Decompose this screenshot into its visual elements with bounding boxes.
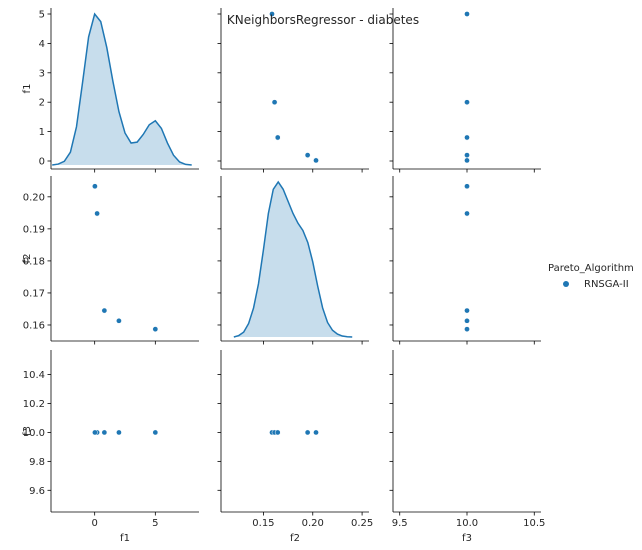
scatter-point — [464, 11, 470, 17]
panel-f2-vs-f1-ytick-label: 0.17 — [23, 288, 45, 299]
scatter-point — [464, 152, 470, 158]
xlabel-f3: f3 — [462, 533, 472, 544]
scatter-point — [464, 307, 470, 314]
panel-f3-vs-f2-xtick-label: 0.25 — [351, 518, 373, 529]
panel-f3-vs-f1-ytick-label: 10.2 — [23, 399, 45, 410]
panel-f3-vs-f1-ytick-label: 9.6 — [29, 486, 45, 497]
panel-f1-vs-f1-ytick-label: 3 — [39, 68, 45, 79]
scatter-point — [92, 183, 98, 190]
scatter-point — [464, 183, 470, 190]
scatter-point — [92, 429, 98, 436]
legend: Pareto_Algorithm RNSGA-II — [548, 263, 634, 290]
scatter-point — [152, 326, 159, 332]
ylabel-f2: f2 — [22, 254, 33, 264]
panel-f2-vs-f2-kde-line — [233, 180, 353, 338]
panel-f1-vs-f1-ytick-label: 1 — [39, 127, 45, 138]
panel-f1-vs-f1-ytick-label: 4 — [39, 39, 45, 50]
panel-f3-vs-f1-xtick-label: 5 — [152, 518, 158, 529]
panel-f1-vs-f1-ytick-label: 0 — [39, 157, 45, 168]
panel-f3-vs-f3-xtick-label: 10.0 — [456, 518, 478, 529]
scatter-point — [274, 429, 281, 436]
panel-f2-vs-f2-kde-fill — [233, 182, 353, 337]
legend-marker — [563, 281, 569, 287]
panel-f1-vs-f1-kde-line — [52, 12, 192, 166]
scatter-point — [464, 99, 470, 106]
scatter-point — [152, 429, 159, 436]
panel-f1-vs-f1-ytick-label: 2 — [39, 98, 45, 109]
legend-label: RNSGA-II — [584, 279, 629, 290]
panel-f3-vs-f3-xtick-label: 9.5 — [392, 518, 408, 529]
panel-f2-vs-f1-ytick-label: 0.18 — [23, 256, 45, 267]
scatter-point — [464, 210, 470, 217]
scatter-point — [101, 429, 108, 436]
scatter-point — [271, 99, 278, 106]
legend-title: Pareto_Algorithm — [548, 263, 634, 274]
scatter-point — [274, 134, 281, 141]
scatter-point — [101, 307, 108, 314]
scatter-point — [116, 429, 122, 436]
scatter-point — [269, 11, 275, 17]
panel-f2-vs-f1-ytick-label: 0.20 — [23, 192, 45, 203]
panel-f3-vs-f2-xtick-label: 0.20 — [302, 518, 324, 529]
panel-f3-vs-f2-xtick-label: 0.15 — [252, 518, 274, 529]
panel-f3-vs-f1-ytick-label: 10.0 — [23, 428, 45, 439]
panel-f3-vs-f1-ytick-label: 10.4 — [23, 370, 45, 381]
xlabel-f2: f2 — [290, 533, 300, 544]
panel-f3-vs-f1-ytick-label: 9.8 — [29, 457, 45, 468]
scatter-point — [304, 152, 311, 158]
panel-f2-vs-f1-ytick-label: 0.16 — [23, 320, 45, 331]
scatter-point — [464, 326, 470, 332]
chart-title: KNeighborsRegressor - diabetes — [227, 13, 419, 27]
panel-f1-vs-f1-ytick-label: 5 — [39, 10, 45, 21]
scatter-point — [116, 317, 122, 324]
ylabel-f3: f3 — [22, 426, 33, 436]
panel-grid: 0 1 2 3 4 5 0.16 0.17 0.18 0.19 0.20 0 5 9.6 9.8 10.0 10… — [22, 8, 545, 544]
scatter-point — [464, 134, 470, 141]
ylabel-f1: f1 — [22, 84, 33, 94]
scatter-point — [94, 210, 100, 217]
xlabel-f1: f1 — [120, 533, 130, 544]
panel-f3-vs-f3-xtick-label: 10.5 — [523, 518, 545, 529]
scatter-point — [313, 157, 319, 164]
scatter-point — [304, 429, 311, 436]
panel-f2-vs-f1-ytick-label: 0.19 — [23, 224, 45, 235]
panel-f3-vs-f1-xtick-label: 0 — [91, 518, 97, 529]
scatter-point — [313, 429, 319, 436]
scatter-point — [464, 317, 470, 324]
scatter-point — [464, 157, 470, 164]
